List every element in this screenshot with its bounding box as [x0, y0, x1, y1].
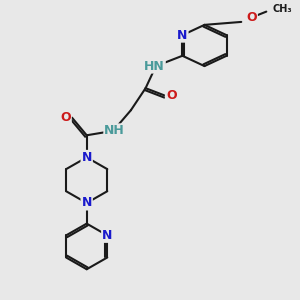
Text: O: O — [166, 89, 176, 102]
Text: NH: NH — [104, 124, 125, 137]
Text: O: O — [246, 11, 257, 24]
Text: N: N — [82, 151, 92, 164]
Text: O: O — [60, 111, 71, 124]
Text: N: N — [102, 229, 112, 242]
Text: HN: HN — [144, 60, 165, 73]
Text: CH₃: CH₃ — [273, 4, 292, 14]
Text: N: N — [82, 196, 92, 209]
Text: N: N — [177, 29, 188, 42]
